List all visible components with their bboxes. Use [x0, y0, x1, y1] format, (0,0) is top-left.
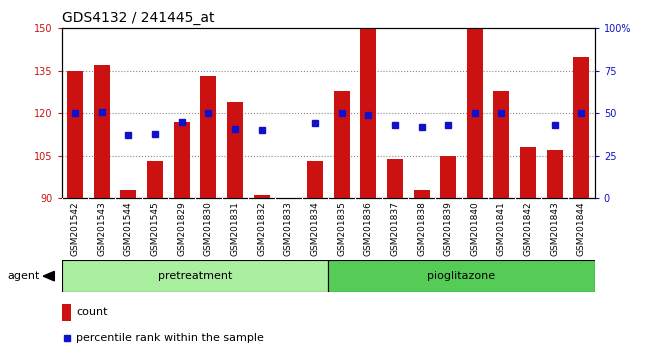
Text: count: count: [76, 308, 108, 318]
Bar: [493, 91, 510, 198]
Text: GSM201542: GSM201542: [71, 201, 79, 256]
Text: GSM201839: GSM201839: [444, 201, 452, 256]
Text: GSM201842: GSM201842: [524, 201, 532, 256]
Bar: [467, 0, 483, 198]
Bar: [254, 195, 270, 198]
Text: GSM201545: GSM201545: [151, 201, 159, 256]
Bar: [387, 159, 403, 198]
Text: GSM201831: GSM201831: [231, 201, 239, 256]
Text: GSM201834: GSM201834: [311, 201, 319, 256]
Bar: [62, 260, 328, 292]
Text: GSM201836: GSM201836: [364, 201, 372, 256]
Bar: [174, 122, 190, 198]
Text: GSM201838: GSM201838: [417, 201, 426, 256]
Bar: [573, 57, 590, 198]
Text: GSM201843: GSM201843: [551, 201, 559, 256]
Bar: [120, 190, 136, 198]
Text: GDS4132 / 241445_at: GDS4132 / 241445_at: [62, 11, 214, 25]
Text: GSM201829: GSM201829: [177, 201, 186, 256]
Text: GSM201841: GSM201841: [497, 201, 506, 256]
Text: pretreatment: pretreatment: [158, 271, 232, 281]
Bar: [413, 190, 430, 198]
Text: GSM201837: GSM201837: [391, 201, 399, 256]
Text: GSM201844: GSM201844: [577, 201, 586, 256]
Bar: [547, 150, 563, 198]
Bar: [307, 161, 323, 198]
Bar: [67, 71, 83, 198]
Bar: [440, 156, 456, 198]
Text: GSM201832: GSM201832: [257, 201, 266, 256]
Bar: [200, 76, 216, 198]
Polygon shape: [43, 271, 55, 281]
Bar: [227, 102, 243, 198]
Text: GSM201833: GSM201833: [284, 201, 292, 256]
Bar: [333, 91, 350, 198]
Text: GSM201830: GSM201830: [204, 201, 213, 256]
Text: GSM201835: GSM201835: [337, 201, 346, 256]
Text: GSM201840: GSM201840: [471, 201, 479, 256]
Text: GSM201544: GSM201544: [124, 201, 133, 256]
Bar: [94, 65, 110, 198]
Text: agent: agent: [7, 271, 40, 281]
Bar: [520, 147, 536, 198]
Bar: [147, 161, 163, 198]
Text: GSM201543: GSM201543: [98, 201, 106, 256]
Bar: [328, 260, 595, 292]
Text: percentile rank within the sample: percentile rank within the sample: [76, 333, 264, 343]
Bar: [360, 0, 376, 198]
Bar: [62, 304, 72, 321]
Text: pioglitazone: pioglitazone: [428, 271, 495, 281]
